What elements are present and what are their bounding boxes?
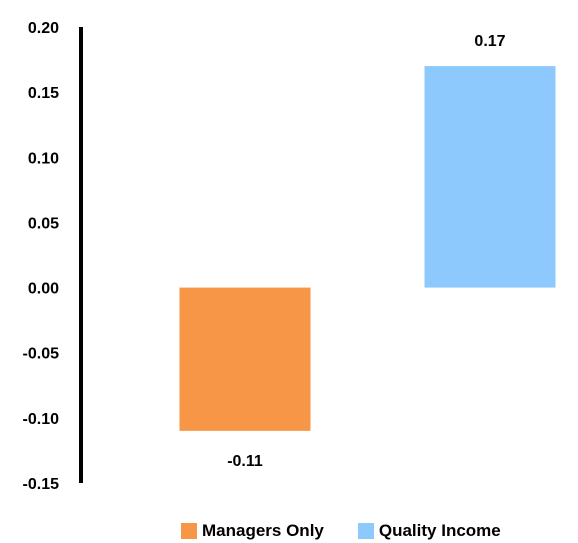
y-tick-label: 0.05 bbox=[28, 215, 59, 232]
legend-label-quality-income: Quality Income bbox=[378, 521, 501, 540]
data-label-managers-only: -0.11 bbox=[227, 453, 263, 470]
legend-item-managers-only: Managers Only bbox=[181, 521, 324, 541]
y-tick-label: 0.15 bbox=[28, 85, 59, 102]
y-tick-label: -0.05 bbox=[23, 346, 60, 363]
legend: Managers Only Quality Income bbox=[181, 521, 501, 541]
bars bbox=[179, 66, 556, 431]
legend-item-quality-income: Quality Income bbox=[357, 521, 501, 541]
y-tick-label: -0.10 bbox=[23, 411, 60, 428]
data-labels: -0.11 0.17 bbox=[227, 33, 505, 470]
y-tick-label: 0.20 bbox=[28, 20, 59, 37]
y-tick-labels: 0.20 0.15 0.10 0.05 0.00 -0.05 -0.10 -0.15 bbox=[23, 20, 60, 493]
legend-swatch-managers-only bbox=[181, 523, 197, 539]
y-tick-label: 0.00 bbox=[28, 281, 59, 298]
bar-managers-only bbox=[179, 287, 311, 431]
y-tick-label: -0.15 bbox=[23, 476, 60, 493]
legend-swatch-quality-income bbox=[357, 523, 374, 539]
bar-chart: 0.20 0.15 0.10 0.05 0.00 -0.05 -0.10 -0.15 -0.1… bbox=[23, 20, 556, 493]
y-tick-label: 0.10 bbox=[28, 150, 59, 167]
data-label-quality-income: 0.17 bbox=[474, 33, 505, 50]
bar-quality-income bbox=[424, 66, 556, 288]
legend-label-managers-only: Managers Only bbox=[202, 521, 324, 540]
